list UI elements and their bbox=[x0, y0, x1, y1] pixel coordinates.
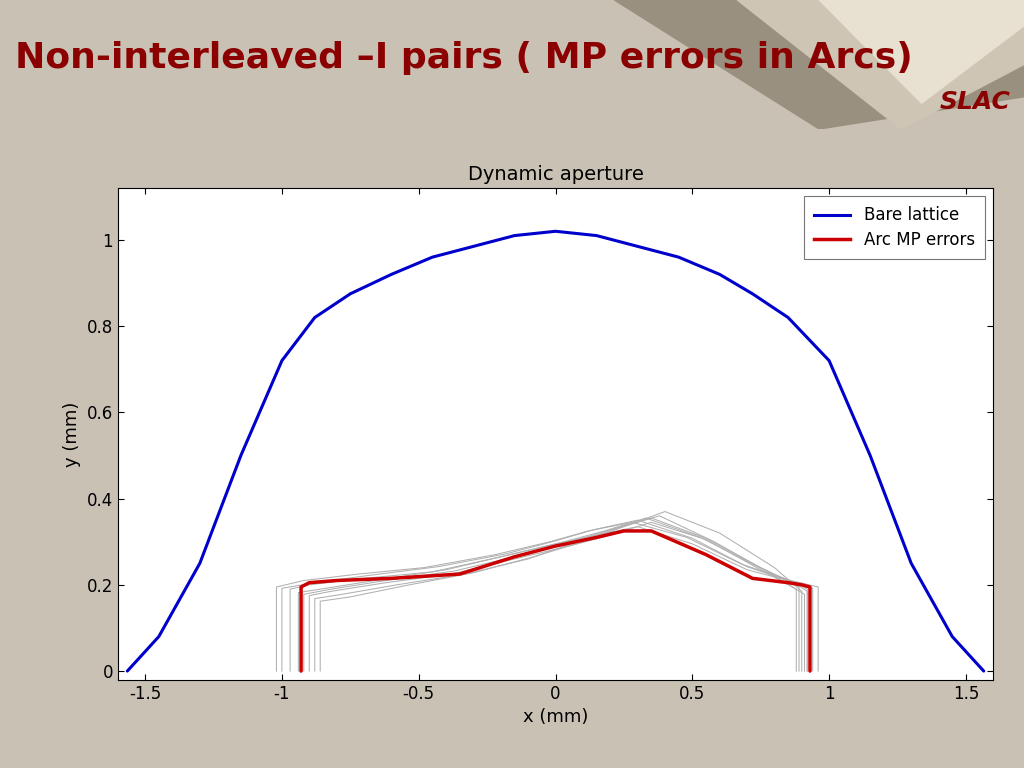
Text: Non-interleaved –I pairs ( MP errors in Arcs): Non-interleaved –I pairs ( MP errors in … bbox=[15, 41, 913, 75]
Line: Arc MP errors: Arc MP errors bbox=[301, 531, 810, 671]
Text: SLAC: SLAC bbox=[939, 90, 1011, 114]
Arc MP errors bbox=[454, 569, 466, 578]
Arc MP errors bbox=[295, 582, 307, 591]
Arc MP errors bbox=[591, 533, 603, 542]
Bare lattice bbox=[549, 227, 561, 236]
Bare lattice bbox=[864, 451, 877, 460]
Arc MP errors bbox=[699, 550, 712, 559]
Arc MP errors bbox=[508, 552, 520, 561]
Title: Dynamic aperture: Dynamic aperture bbox=[468, 165, 643, 184]
Y-axis label: y (mm): y (mm) bbox=[62, 401, 81, 467]
Bare lattice bbox=[234, 451, 247, 460]
Bare lattice bbox=[194, 558, 206, 568]
Bare lattice bbox=[632, 242, 644, 251]
Arc MP errors bbox=[331, 576, 343, 585]
Bare lattice bbox=[714, 270, 726, 279]
Bare lattice bbox=[978, 667, 990, 676]
Bare lattice bbox=[426, 253, 438, 262]
Bare lattice bbox=[782, 313, 795, 322]
Bare lattice bbox=[385, 270, 397, 279]
Bare lattice bbox=[905, 558, 918, 568]
Bare lattice bbox=[823, 356, 836, 366]
Arc MP errors bbox=[295, 667, 307, 676]
Bare lattice bbox=[508, 231, 520, 240]
Bare lattice bbox=[308, 313, 321, 322]
Bare lattice bbox=[467, 242, 479, 251]
Polygon shape bbox=[737, 0, 1024, 129]
X-axis label: x (mm): x (mm) bbox=[523, 708, 588, 726]
Bare lattice bbox=[121, 667, 133, 676]
Arc MP errors bbox=[796, 580, 808, 589]
Bare lattice bbox=[673, 253, 685, 262]
Arc MP errors bbox=[617, 526, 630, 535]
Bare lattice bbox=[946, 632, 958, 641]
Polygon shape bbox=[614, 0, 1024, 129]
Polygon shape bbox=[819, 0, 1024, 103]
Arc MP errors bbox=[549, 541, 561, 551]
Arc MP errors bbox=[782, 578, 795, 588]
Bare lattice bbox=[275, 356, 288, 366]
Bare lattice bbox=[153, 632, 165, 641]
Legend: Bare lattice, Arc MP errors: Bare lattice, Arc MP errors bbox=[804, 197, 985, 259]
Arc MP errors bbox=[385, 574, 397, 583]
Arc MP errors bbox=[804, 582, 816, 591]
Line: Bare lattice: Bare lattice bbox=[127, 231, 984, 671]
Bare lattice bbox=[746, 290, 759, 299]
Arc MP errors bbox=[804, 667, 816, 676]
Bare lattice bbox=[344, 290, 356, 299]
Arc MP errors bbox=[303, 578, 315, 588]
Bare lattice bbox=[591, 231, 603, 240]
Arc MP errors bbox=[645, 526, 657, 535]
Arc MP errors bbox=[746, 574, 759, 583]
